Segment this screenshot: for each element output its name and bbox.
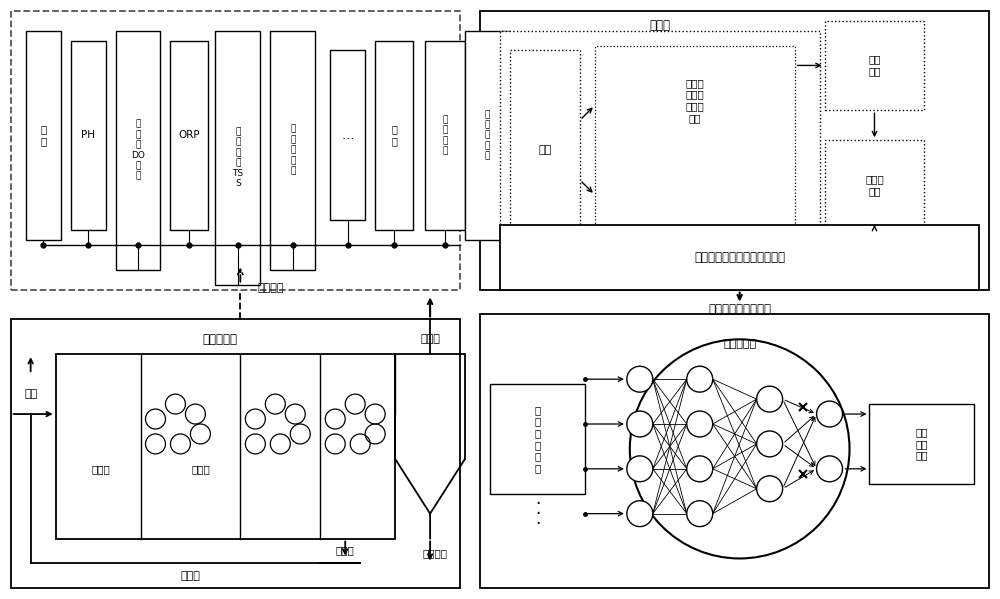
Circle shape bbox=[627, 456, 653, 482]
Bar bbox=[490, 384, 585, 494]
Text: 数据: 数据 bbox=[538, 145, 552, 155]
Bar bbox=[480, 11, 989, 289]
Text: 污
泥
回
流
量: 污 泥 回 流 量 bbox=[290, 125, 295, 176]
Circle shape bbox=[817, 456, 843, 482]
Text: 出水总磷软测量模型: 出水总磷软测量模型 bbox=[708, 303, 771, 316]
Text: 好
氧
区
DO
浓
度: 好 氧 区 DO 浓 度 bbox=[131, 120, 145, 180]
Bar bbox=[11, 11, 460, 289]
Text: 污泥排出: 污泥排出 bbox=[423, 549, 448, 558]
Bar bbox=[170, 41, 208, 230]
Text: 温
度: 温 度 bbox=[40, 125, 46, 146]
Bar bbox=[510, 50, 580, 250]
Text: 主成分
分析: 主成分 分析 bbox=[865, 174, 884, 196]
Bar bbox=[270, 31, 315, 270]
Text: 辅
助
变
量
输
入: 辅 助 变 量 输 入 bbox=[534, 405, 541, 473]
Bar bbox=[26, 31, 61, 240]
Text: 预处理: 预处理 bbox=[649, 19, 670, 32]
Bar bbox=[480, 314, 989, 588]
Bar bbox=[825, 140, 924, 230]
Bar bbox=[11, 319, 460, 588]
Text: 硝
酸
盐
浓
度: 硝 酸 盐 浓 度 bbox=[485, 110, 490, 161]
Text: 机理
分析: 机理 分析 bbox=[868, 55, 881, 76]
Bar bbox=[215, 31, 260, 285]
Text: 数据采集: 数据采集 bbox=[257, 283, 284, 292]
Text: 内回流: 内回流 bbox=[336, 546, 355, 555]
Text: ·: · bbox=[535, 495, 540, 513]
Text: …: … bbox=[341, 129, 354, 141]
Bar bbox=[500, 31, 820, 270]
Bar bbox=[500, 225, 979, 289]
Text: ·: · bbox=[535, 504, 540, 523]
Text: 外回流: 外回流 bbox=[180, 571, 200, 582]
Bar bbox=[71, 41, 106, 230]
Bar bbox=[56, 354, 395, 539]
Circle shape bbox=[687, 411, 713, 437]
Circle shape bbox=[627, 411, 653, 437]
Circle shape bbox=[687, 501, 713, 527]
Bar bbox=[116, 31, 160, 270]
Text: 泥
龄: 泥 龄 bbox=[391, 125, 397, 146]
Text: 污水: 污水 bbox=[24, 389, 37, 399]
Circle shape bbox=[687, 366, 713, 392]
Circle shape bbox=[687, 456, 713, 482]
Text: 生化反应池: 生化反应池 bbox=[203, 333, 238, 346]
Bar bbox=[825, 20, 924, 110]
Circle shape bbox=[627, 366, 653, 392]
Bar bbox=[595, 46, 795, 255]
Text: 储备池网络: 储备池网络 bbox=[723, 339, 756, 349]
Circle shape bbox=[757, 476, 783, 502]
Text: PH: PH bbox=[81, 130, 95, 140]
Circle shape bbox=[817, 401, 843, 427]
Bar bbox=[330, 50, 365, 220]
Text: 选定预测出水总磷的辅助变量: 选定预测出水总磷的辅助变量 bbox=[694, 251, 785, 264]
Bar bbox=[465, 31, 510, 240]
Text: 预测
出水
总磷: 预测 出水 总磷 bbox=[916, 427, 928, 461]
Text: ORP: ORP bbox=[179, 130, 200, 140]
Text: 好
氧
末
端
TS
S: 好 氧 末 端 TS S bbox=[232, 127, 243, 188]
Text: 好氧区: 好氧区 bbox=[191, 464, 210, 474]
Text: 二沉池: 二沉池 bbox=[420, 334, 440, 344]
Circle shape bbox=[757, 431, 783, 457]
Bar bbox=[869, 404, 974, 484]
Text: 剔除异
常数据
数据归
一化: 剔除异 常数据 数据归 一化 bbox=[685, 78, 704, 123]
Text: 缺氧区: 缺氧区 bbox=[91, 464, 110, 474]
Circle shape bbox=[757, 386, 783, 412]
Bar bbox=[425, 41, 465, 230]
Circle shape bbox=[627, 501, 653, 527]
Text: 进
水
总
磷: 进 水 总 磷 bbox=[442, 115, 448, 155]
Text: ·: · bbox=[535, 515, 540, 533]
Bar bbox=[375, 41, 413, 230]
